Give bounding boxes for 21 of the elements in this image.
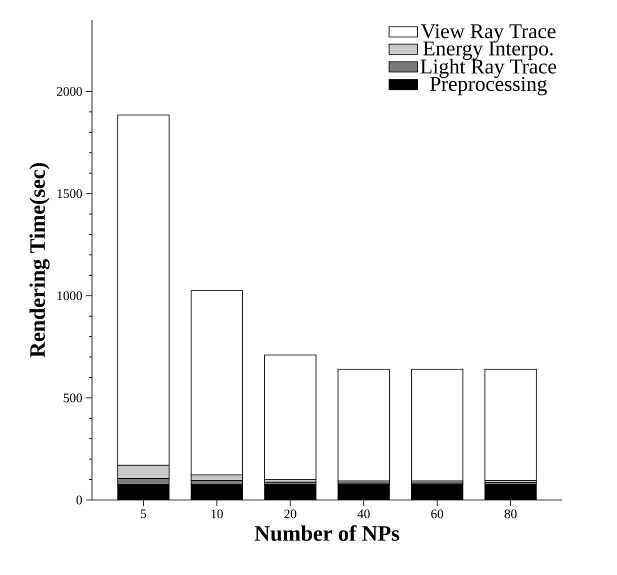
x-tick-label: 5 bbox=[140, 510, 146, 518]
legend-label: Energy Interpo. bbox=[423, 42, 553, 60]
y-tick-label: 1000 bbox=[58, 291, 82, 300]
x-tick-label: 80 bbox=[504, 510, 517, 518]
x-axis-title: Number of NPs bbox=[254, 525, 400, 541]
bar bbox=[484, 368, 537, 481]
x-tick-label: 10 bbox=[211, 510, 223, 518]
legend-label: View Ray Trace bbox=[420, 24, 556, 43]
y-axis-title: Rendering Time(sec) bbox=[29, 163, 50, 358]
x-tick-label: 40 bbox=[357, 510, 370, 518]
y-tick-label: 500 bbox=[64, 393, 82, 402]
y-tick-label: 1500 bbox=[58, 189, 82, 198]
legend-label: Light Ray Trace bbox=[420, 58, 556, 78]
x-tick-label: 60 bbox=[431, 510, 444, 518]
bar bbox=[338, 368, 390, 482]
x-tick-label: 20 bbox=[284, 510, 296, 518]
bar bbox=[411, 368, 464, 482]
legend-label: Preprocessing bbox=[430, 76, 547, 96]
y-tick-label: 2000 bbox=[57, 87, 82, 96]
y-tick-label: 0 bbox=[76, 496, 82, 504]
bar bbox=[264, 354, 316, 480]
